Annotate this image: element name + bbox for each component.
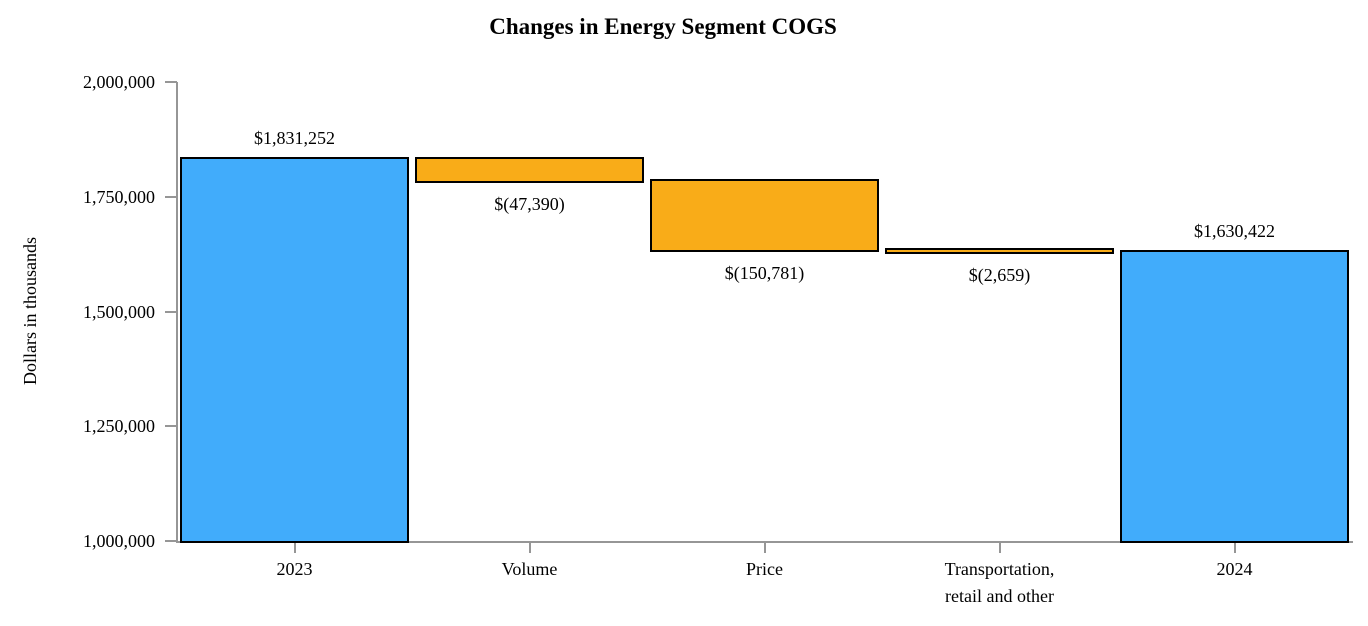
x-tick-mark: [293, 542, 296, 553]
bar-value-label: $1,630,422: [1194, 220, 1275, 241]
bar-value-label: $(2,659): [968, 264, 1031, 285]
x-tick-label: Volume: [501, 559, 558, 579]
x-tick-mark: [528, 542, 531, 553]
y-tick-mark: [165, 195, 177, 198]
bar-2024: [1120, 249, 1349, 543]
y-tick-label: 2,000,000: [83, 72, 155, 92]
x-tick-label: 2023: [276, 559, 313, 579]
y-tick-mark: [165, 310, 177, 313]
bar-delta-2: [650, 179, 879, 253]
y-tick-label: 1,750,000: [83, 186, 155, 207]
bar-value-label: $(47,390): [494, 194, 565, 215]
y-axis-line: [176, 82, 178, 543]
x-tick-mark: [763, 542, 766, 553]
bar-value-label: $1,831,252: [254, 128, 335, 149]
bar-delta-1: [415, 157, 644, 184]
x-tick-label: Price: [746, 559, 783, 579]
y-tick-mark: [165, 540, 177, 542]
bar-delta-3: [885, 248, 1114, 254]
y-tick-mark: [165, 425, 177, 428]
y-tick-mark: [165, 81, 177, 83]
chart-title: Changes in Energy Segment COGS: [489, 14, 837, 39]
x-tick-mark: [998, 542, 1001, 553]
bar-2023: [180, 157, 409, 543]
y-tick-label: 1,000,000: [83, 531, 155, 551]
x-tick-mark: [1233, 542, 1236, 553]
x-tick-label: 2024: [1216, 559, 1253, 579]
bar-value-label: $(150,781): [724, 263, 805, 284]
y-tick-label: 1,250,000: [83, 416, 155, 437]
y-tick-label: 1,500,000: [83, 301, 155, 322]
x-tick-label: Transportation, retail and other: [944, 559, 1055, 606]
